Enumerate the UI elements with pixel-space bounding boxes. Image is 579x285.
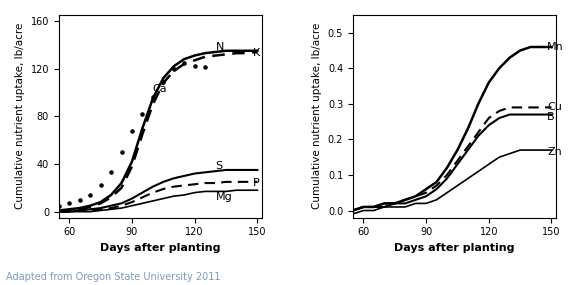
Text: Cu: Cu [547, 102, 562, 112]
X-axis label: Days after planting: Days after planting [394, 243, 515, 253]
Y-axis label: Cumulative nutrient uptake, lb/acre: Cumulative nutrient uptake, lb/acre [312, 23, 322, 209]
Text: N: N [215, 42, 224, 52]
Text: Ca: Ca [153, 84, 167, 94]
Text: Zn: Zn [547, 147, 562, 157]
Text: P: P [253, 178, 260, 188]
Text: Mg: Mg [215, 192, 232, 202]
Text: K: K [253, 48, 261, 58]
Text: Mn: Mn [547, 42, 564, 52]
X-axis label: Days after planting: Days after planting [100, 243, 221, 253]
Y-axis label: Cumulative nutrient uptake, lb/acre: Cumulative nutrient uptake, lb/acre [15, 23, 25, 209]
Text: Adapted from Oregon State University 2011: Adapted from Oregon State University 201… [6, 272, 220, 282]
Text: S: S [215, 161, 223, 171]
Text: B: B [547, 112, 555, 122]
